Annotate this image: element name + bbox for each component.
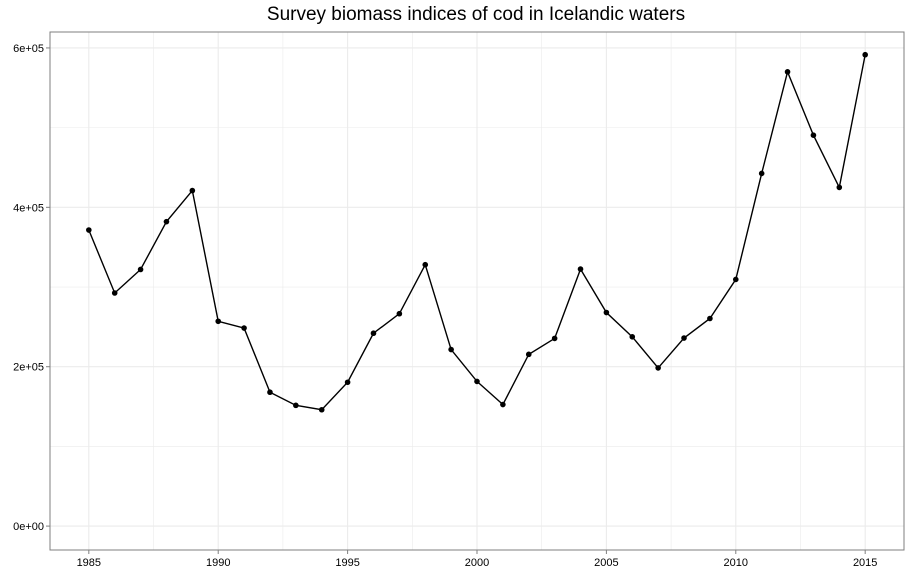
x-axis: 1985 1990 1995 2000 2005 2010 2015 xyxy=(77,550,877,569)
data-point xyxy=(862,51,868,58)
data-point xyxy=(241,325,247,331)
data-point xyxy=(629,334,636,340)
x-tick-label: 2000 xyxy=(465,557,489,569)
data-point xyxy=(681,335,687,341)
data-point xyxy=(500,401,506,408)
data-point xyxy=(474,378,480,385)
data-point xyxy=(293,402,299,409)
data-point xyxy=(448,346,454,353)
data-point xyxy=(86,227,92,233)
data-point xyxy=(422,261,429,268)
data-point xyxy=(344,379,351,386)
x-tick-label: 1985 xyxy=(77,557,101,569)
y-tick-label: 6e+05 xyxy=(13,43,44,55)
data-point xyxy=(215,318,222,325)
data-point xyxy=(137,266,144,273)
data-point xyxy=(163,218,170,225)
data-point xyxy=(551,335,558,342)
data-point xyxy=(318,406,325,413)
chart-title: Survey biomass indices of cod in Iceland… xyxy=(266,4,686,25)
y-tick-label: 0e+00 xyxy=(13,521,44,533)
x-tick-label: 2005 xyxy=(594,557,618,569)
data-point xyxy=(267,389,273,396)
data-point xyxy=(396,310,403,317)
y-tick-label: 4e+05 xyxy=(13,202,44,214)
y-tick-label: 2e+05 xyxy=(13,362,44,374)
data-point xyxy=(836,184,843,191)
data-point xyxy=(707,315,713,322)
data-point xyxy=(784,69,791,75)
series-layer xyxy=(86,51,868,413)
x-tick-label: 1995 xyxy=(335,557,359,569)
x-tick-label: 2010 xyxy=(724,557,748,569)
data-point xyxy=(111,290,118,296)
data-point xyxy=(758,170,765,177)
x-tick-label: 2015 xyxy=(853,557,877,569)
data-point xyxy=(577,266,584,272)
y-axis: 0e+00 2e+05 4e+05 6e+05 xyxy=(13,43,50,533)
data-point xyxy=(603,309,610,316)
data-point xyxy=(655,365,661,371)
data-point xyxy=(189,187,196,194)
x-tick-label: 1990 xyxy=(206,557,230,569)
data-point xyxy=(370,330,377,337)
data-point xyxy=(732,276,739,283)
data-point xyxy=(810,132,817,139)
data-point xyxy=(525,351,532,358)
major-gridlines xyxy=(50,32,904,550)
